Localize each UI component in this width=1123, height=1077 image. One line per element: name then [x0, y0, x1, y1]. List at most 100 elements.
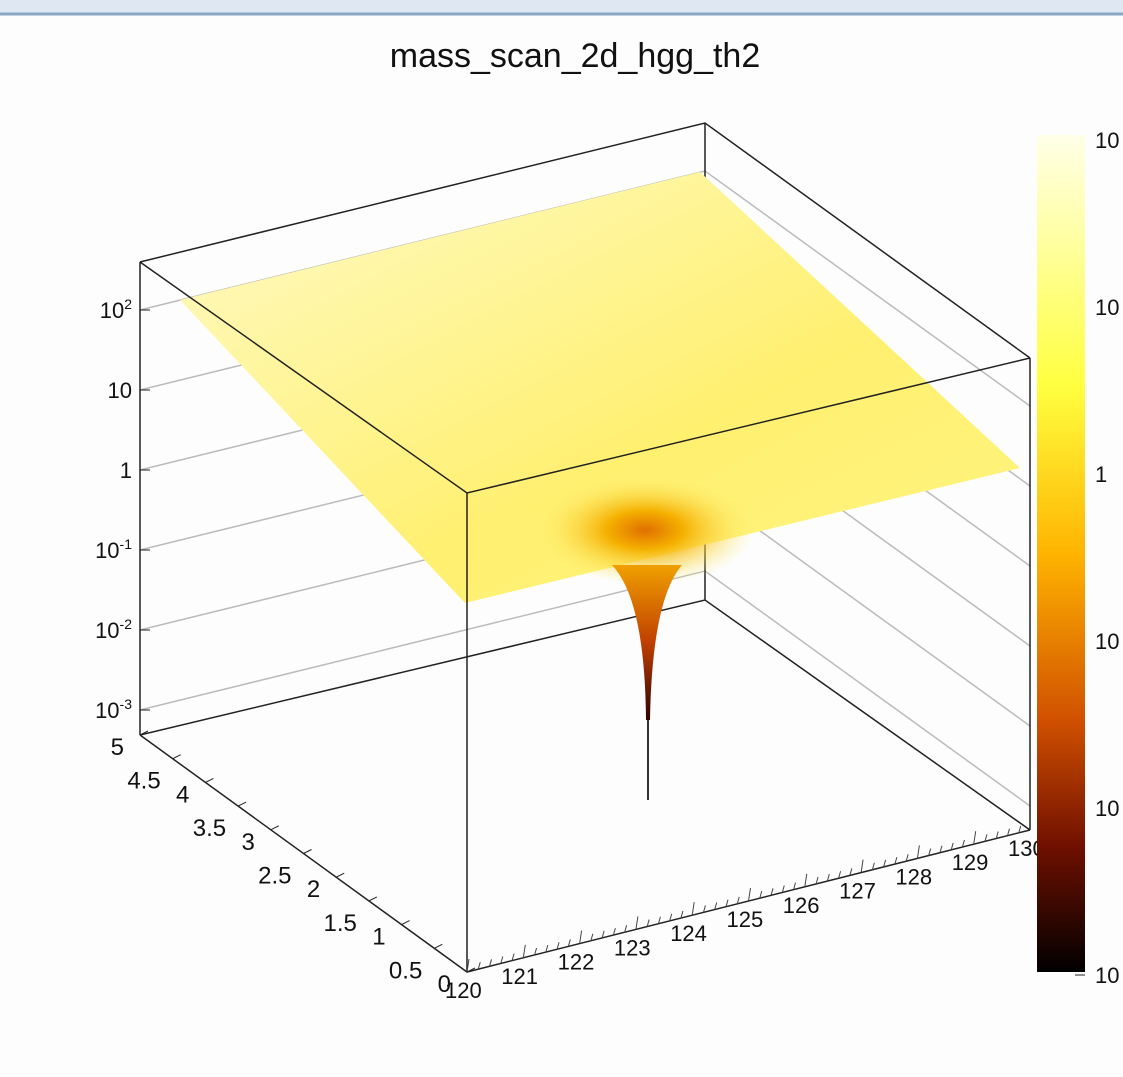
tick — [368, 896, 378, 902]
tick — [172, 754, 181, 760]
tick — [804, 873, 808, 887]
tick — [691, 902, 695, 916]
tick — [624, 925, 628, 933]
surface-funnel — [612, 565, 682, 720]
tick — [748, 887, 751, 902]
tick — [871, 862, 875, 870]
tick — [1006, 828, 1010, 836]
x-tick-label: 121 — [501, 964, 538, 989]
tick — [1018, 825, 1022, 833]
tick — [714, 902, 718, 910]
tick — [939, 845, 943, 853]
tick — [669, 913, 673, 922]
x-tick-label: 126 — [783, 893, 820, 918]
color-palette — [1037, 135, 1085, 972]
x-tick-label: 122 — [558, 950, 595, 975]
tick — [838, 871, 842, 879]
tick — [522, 944, 526, 958]
tick — [466, 967, 476, 973]
tick-base: 10 — [100, 298, 124, 323]
y-tick-label: 1.5 — [324, 910, 357, 937]
tick — [826, 873, 830, 882]
y-tick-label: 5 — [111, 734, 124, 761]
y-tick-label: 0 — [438, 971, 451, 998]
z-tick-label: 10-1 — [95, 536, 132, 563]
y-tick-label: 2 — [307, 876, 320, 903]
tick — [601, 930, 605, 939]
tick-base: 10 — [95, 538, 119, 563]
palette-label: 10 — [1095, 295, 1119, 320]
grid-line — [139, 570, 1031, 807]
x-tick-label: 128 — [895, 864, 932, 889]
tick — [477, 962, 481, 970]
y-tick-label: 4 — [176, 781, 189, 808]
tick-exp: -1 — [120, 536, 133, 552]
tick — [590, 933, 594, 941]
z-tick-label: 1 — [120, 458, 132, 483]
tick — [815, 876, 819, 885]
y-tick-label: 0.5 — [389, 957, 422, 984]
tick — [237, 801, 247, 807]
tick — [270, 825, 280, 831]
tick — [759, 891, 763, 899]
tick — [905, 854, 909, 862]
tick — [205, 777, 214, 783]
tick — [579, 930, 583, 944]
tick — [556, 942, 560, 950]
window-strip — [0, 0, 1123, 14]
surface — [180, 172, 1020, 603]
tick — [401, 920, 410, 926]
tick — [950, 842, 954, 851]
palette-label: 10 — [1095, 796, 1119, 821]
z-tick-label: 10 — [108, 378, 132, 403]
x-tick-label: 120 — [445, 978, 482, 1003]
tick — [567, 939, 571, 947]
tick-exp: -3 — [120, 696, 133, 712]
tick — [545, 944, 549, 953]
tick-base: 1 — [120, 458, 132, 483]
x-tick-label: 123 — [614, 935, 651, 960]
tick — [702, 905, 706, 913]
tick — [646, 919, 650, 927]
tick-exp: 2 — [124, 296, 132, 312]
plot-title: mass_scan_2d_hgg_th2 — [390, 37, 761, 75]
tick — [928, 848, 932, 856]
y-tick-label: 1 — [372, 924, 385, 951]
tick — [883, 859, 887, 868]
tick — [657, 916, 661, 924]
tick — [736, 896, 740, 904]
x-tick-label: 129 — [952, 850, 989, 875]
x-tick-label: 127 — [839, 879, 876, 904]
tick — [770, 888, 774, 896]
tick — [793, 882, 797, 890]
x-tick-label: 124 — [670, 921, 707, 946]
y-tick-label: 4.5 — [127, 768, 160, 795]
tick — [894, 856, 898, 865]
x-tick-label: 125 — [727, 907, 764, 932]
palette-label: 10 — [1095, 128, 1119, 153]
tick — [849, 868, 853, 876]
tick — [995, 831, 999, 839]
y-tick-label: 3 — [241, 829, 254, 856]
tick — [139, 730, 149, 736]
tick — [961, 839, 965, 848]
tick — [984, 834, 988, 842]
tick — [612, 927, 616, 936]
tick-exp: -2 — [120, 616, 133, 632]
tick-base: 10 — [95, 698, 119, 723]
z-tick-label: 10-3 — [95, 696, 132, 723]
z-tick-label: 10-2 — [95, 616, 132, 643]
tick — [303, 849, 312, 854]
tick — [489, 959, 493, 967]
tick — [680, 910, 684, 919]
palette-label: 10 — [1095, 963, 1119, 988]
z-tick-label: 102 — [100, 296, 132, 323]
tick — [434, 943, 443, 949]
tick — [860, 859, 864, 873]
palette-label: 10 — [1095, 629, 1119, 654]
tick — [781, 885, 785, 893]
tick-base: 10 — [108, 378, 132, 403]
tick — [466, 958, 470, 973]
